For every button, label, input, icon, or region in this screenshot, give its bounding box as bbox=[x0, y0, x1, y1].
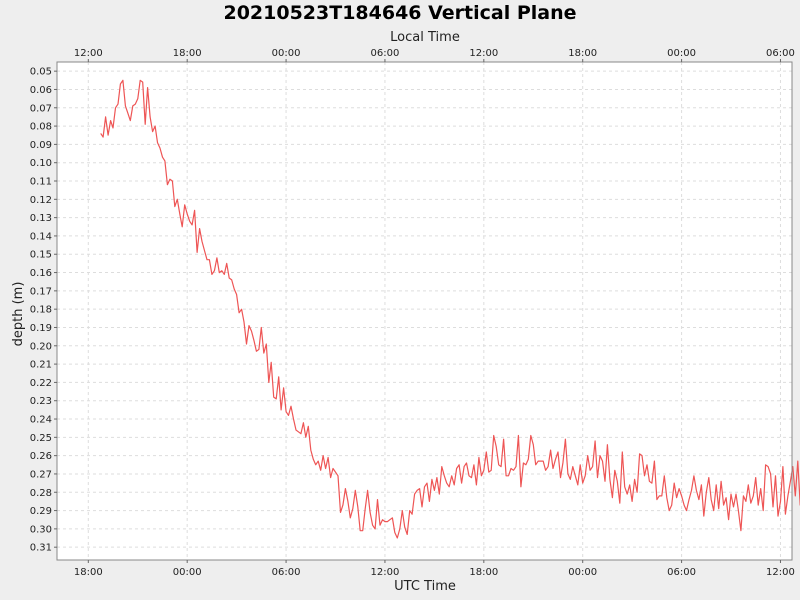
x2-axis-title: Local Time bbox=[390, 30, 460, 45]
y-tick-label: 0.29 bbox=[30, 506, 52, 517]
x-axis-title: UTC Time bbox=[394, 579, 456, 594]
x-axis: 18:00 00:00 06:00 12:00 18:00 00:00 06:00 12:00 bbox=[74, 560, 795, 578]
x2-tick-label: 18:00 bbox=[568, 48, 597, 59]
chart-title: 20210523T184646 Vertical Plane bbox=[223, 2, 576, 24]
y-tick-label: 0.28 bbox=[30, 488, 52, 499]
plot-area bbox=[57, 62, 792, 560]
y-tick-label: 0.14 bbox=[30, 231, 52, 242]
y-tick-label: 0.30 bbox=[30, 524, 52, 535]
y-tick-label: 0.06 bbox=[30, 85, 52, 96]
x2-tick-label: 06:00 bbox=[371, 48, 400, 59]
y-tick-label: 0.22 bbox=[30, 378, 52, 389]
y-tick-label: 0.26 bbox=[30, 451, 52, 462]
x2-axis: 12:00 18:00 00:00 06:00 12:00 18:00 00:00 06:00… bbox=[74, 48, 795, 62]
x-tick-label: 06:00 bbox=[667, 567, 696, 578]
y-tick-label: 0.15 bbox=[30, 250, 52, 261]
y-tick-label: 0.19 bbox=[30, 323, 52, 334]
y-tick-label: 0.23 bbox=[30, 396, 52, 407]
y-tick-label: 0.27 bbox=[30, 469, 52, 480]
y-tick-label: 0.10 bbox=[30, 158, 52, 169]
y-axis: 0.05 0.06 0.07 0.08 0.09 0.10 0.11 0.12 0.13 0.14… bbox=[30, 67, 57, 554]
x-tick-label: 00:00 bbox=[568, 567, 597, 578]
series-group bbox=[100, 79, 800, 539]
x2-tick-label: 00:00 bbox=[272, 48, 301, 59]
y-tick-label: 0.08 bbox=[30, 122, 52, 133]
x-tick-label: 06:00 bbox=[272, 567, 301, 578]
y-tick-label: 0.05 bbox=[30, 67, 52, 78]
x2-tick-label: 00:00 bbox=[667, 48, 696, 59]
y-tick-label: 0.07 bbox=[30, 103, 52, 114]
y-tick-label: 0.18 bbox=[30, 305, 52, 316]
y-axis-title: depth (m) bbox=[11, 282, 26, 347]
y-tick-label: 0.17 bbox=[30, 286, 52, 297]
series-line bbox=[100, 79, 800, 539]
x2-tick-label: 12:00 bbox=[74, 48, 103, 59]
y-tick-label: 0.20 bbox=[30, 341, 52, 352]
x-tick-label: 12:00 bbox=[371, 567, 400, 578]
y-tick-label: 0.21 bbox=[30, 360, 52, 371]
y-tick-label: 0.31 bbox=[30, 543, 52, 554]
x2-tick-label: 12:00 bbox=[469, 48, 498, 59]
x2-tick-label: 18:00 bbox=[173, 48, 202, 59]
x-tick-label: 12:00 bbox=[766, 567, 795, 578]
x2-tick-label: 06:00 bbox=[766, 48, 795, 59]
x-tick-label: 18:00 bbox=[469, 567, 498, 578]
x-tick-label: 00:00 bbox=[173, 567, 202, 578]
y-tick-label: 0.09 bbox=[30, 140, 52, 151]
grid bbox=[57, 62, 792, 560]
x-tick-label: 18:00 bbox=[74, 567, 103, 578]
y-tick-label: 0.24 bbox=[30, 415, 52, 426]
y-tick-label: 0.12 bbox=[30, 195, 52, 206]
y-tick-label: 0.11 bbox=[30, 177, 52, 188]
plot-frame bbox=[56, 61, 793, 561]
y-tick-label: 0.13 bbox=[30, 213, 52, 224]
y-tick-label: 0.16 bbox=[30, 268, 52, 279]
y-tick-label: 0.25 bbox=[30, 433, 52, 444]
